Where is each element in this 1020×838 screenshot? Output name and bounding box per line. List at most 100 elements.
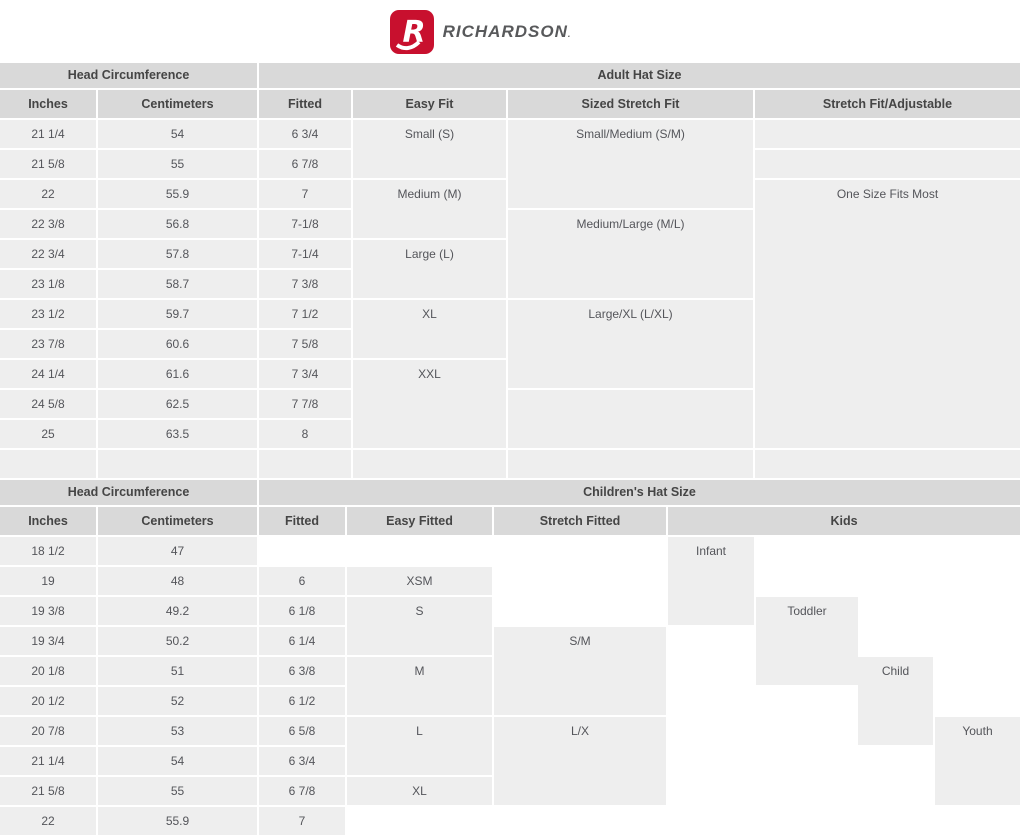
- adult-column-header-centimeters: Centimeters: [98, 90, 257, 118]
- adult-easy-fit-cell: Medium (M): [353, 180, 506, 238]
- adult-column-header-easy-fit: Easy Fit: [353, 90, 506, 118]
- adult-hat-size-table: Head Circumference Adult Hat Size Inches Ce…: [0, 63, 1020, 478]
- brand-name: RICHARDSON: [442, 21, 568, 41]
- adult-centimeters-cell: 61.6: [98, 360, 257, 388]
- children-easy-fitted-cell: XSM: [347, 567, 492, 595]
- children-inches-cell: 20 7/8: [0, 717, 96, 745]
- adult-centimeters-cell: 58.7: [98, 270, 257, 298]
- adult-column-header-stretch-fit-adjustable: Stretch Fit/Adjustable: [755, 90, 1020, 118]
- adult-centimeters-cell: 56.8: [98, 210, 257, 238]
- adult-easy-fit-cell: [353, 450, 506, 478]
- children-column-header-centimeters: Centimeters: [98, 507, 257, 535]
- adult-fitted-cell: 7-1/8: [259, 210, 351, 238]
- kids-box-infant: Infant: [668, 537, 754, 625]
- children-centimeters-cell: 55: [98, 777, 257, 805]
- adult-inches-cell: 21 5/8: [0, 150, 96, 178]
- adult-centimeters-cell: 55: [98, 150, 257, 178]
- children-easy-fitted-cell: M: [347, 657, 492, 715]
- children-hat-size-table: Head Circumference Children's Hat Size Inc…: [0, 480, 1020, 835]
- logo-swoosh-icon: [395, 40, 421, 50]
- adult-inches-cell: 22 3/8: [0, 210, 96, 238]
- children-column-header-kids: Kids: [668, 507, 1020, 535]
- adult-inches-cell: 23 1/2: [0, 300, 96, 328]
- richardson-logo-icon: R: [389, 9, 434, 54]
- adult-centimeters-cell: 59.7: [98, 300, 257, 328]
- adult-centimeters-cell: [98, 450, 257, 478]
- adult-fitted-cell: 6 3/4: [259, 120, 351, 148]
- adult-stretch-fit-adjustable-cell: One Size Fits Most: [755, 180, 1020, 448]
- children-inches-cell: 20 1/8: [0, 657, 96, 685]
- adult-stretch-fit-adjustable-cell: [755, 450, 1020, 478]
- children-centimeters-cell: 50.2: [98, 627, 257, 655]
- adult-inches-cell: 22 3/4: [0, 240, 96, 268]
- adult-easy-fit-cell: Large (L): [353, 240, 506, 298]
- adult-fitted-cell: 8: [259, 420, 351, 448]
- children-centimeters-cell: 47: [98, 537, 257, 565]
- adult-fitted-cell: 7 3/4: [259, 360, 351, 388]
- children-inches-cell: 21 5/8: [0, 777, 96, 805]
- adult-stretch-fit-adjustable-cell: [755, 120, 1020, 148]
- children-inches-cell: 22: [0, 807, 96, 835]
- adult-fitted-cell: [259, 450, 351, 478]
- children-column-header-inches: Inches: [0, 507, 96, 535]
- adult-centimeters-cell: 62.5: [98, 390, 257, 418]
- children-fitted-cell: 6 1/4: [259, 627, 345, 655]
- brand-wordmark: RICHARDSON.: [443, 22, 571, 42]
- children-centimeters-cell: 49.2: [98, 597, 257, 625]
- adult-group-header-adult-hat-size: Adult Hat Size: [259, 63, 1020, 88]
- adult-inches-cell: 24 1/4: [0, 360, 96, 388]
- children-centimeters-cell: 51: [98, 657, 257, 685]
- richardson-logo: R RICHARDSON.: [389, 9, 571, 54]
- children-fitted-cell: 6 5/8: [259, 717, 345, 745]
- children-column-header-stretch-fitted: Stretch Fitted: [494, 507, 666, 535]
- adult-inches-cell: 21 1/4: [0, 120, 96, 148]
- adult-column-header-inches: Inches: [0, 90, 96, 118]
- children-fitted-cell: 7: [259, 807, 345, 835]
- adult-fitted-cell: 7 3/8: [259, 270, 351, 298]
- children-group-header-head-circumference: Head Circumference: [0, 480, 257, 505]
- children-centimeters-cell: 54: [98, 747, 257, 775]
- children-fitted-cell: 6 3/4: [259, 747, 345, 775]
- adult-inches-cell: 23 1/8: [0, 270, 96, 298]
- children-group-header-children-s-hat-size: Children's Hat Size: [259, 480, 1020, 505]
- children-easy-fitted-cell: XL: [347, 777, 492, 805]
- adult-sized-stretch-fit-cell: [508, 390, 753, 448]
- children-inches-cell: 19: [0, 567, 96, 595]
- page-header: R RICHARDSON.: [0, 0, 1020, 63]
- children-fitted-cell: 6 1/8: [259, 597, 345, 625]
- adult-easy-fit-cell: Small (S): [353, 120, 506, 178]
- children-fitted-cell: 6 7/8: [259, 777, 345, 805]
- children-fitted-cell: 6 1/2: [259, 687, 345, 715]
- adult-group-header-head-circumference: Head Circumference: [0, 63, 257, 88]
- adult-inches-cell: 25: [0, 420, 96, 448]
- children-inches-cell: 19 3/8: [0, 597, 96, 625]
- adult-fitted-cell: 6 7/8: [259, 150, 351, 178]
- adult-centimeters-cell: 55.9: [98, 180, 257, 208]
- adult-sized-stretch-fit-cell: Medium/Large (M/L): [508, 210, 753, 298]
- adult-stretch-fit-adjustable-cell: [755, 150, 1020, 178]
- adult-centimeters-cell: 60.6: [98, 330, 257, 358]
- children-centimeters-cell: 52: [98, 687, 257, 715]
- adult-fitted-cell: 7 1/2: [259, 300, 351, 328]
- children-easy-fitted-cell: L: [347, 717, 492, 775]
- children-easy-fitted-cell: S: [347, 597, 492, 655]
- adult-inches-cell: 23 7/8: [0, 330, 96, 358]
- children-stretch-fitted-cell: S/M: [494, 627, 666, 715]
- adult-fitted-cell: 7 5/8: [259, 330, 351, 358]
- children-inches-cell: 20 1/2: [0, 687, 96, 715]
- children-centimeters-cell: 55.9: [98, 807, 257, 835]
- size-chart: Head Circumference Adult Hat Size Inches Ce…: [0, 63, 1020, 835]
- adult-fitted-cell: 7-1/4: [259, 240, 351, 268]
- children-kids-area: Infant Toddler Child Youth: [668, 537, 1020, 835]
- kids-box-youth: Youth: [935, 717, 1020, 805]
- adult-inches-cell: [0, 450, 96, 478]
- adult-column-header-fitted: Fitted: [259, 90, 351, 118]
- adult-centimeters-cell: 57.8: [98, 240, 257, 268]
- logo-letter: R: [402, 15, 425, 50]
- adult-fitted-cell: 7: [259, 180, 351, 208]
- children-centimeters-cell: 53: [98, 717, 257, 745]
- adult-fitted-cell: 7 7/8: [259, 390, 351, 418]
- adult-easy-fit-cell: XXL: [353, 360, 506, 448]
- adult-easy-fit-cell: XL: [353, 300, 506, 358]
- adult-sized-stretch-fit-cell: Small/Medium (S/M): [508, 120, 753, 208]
